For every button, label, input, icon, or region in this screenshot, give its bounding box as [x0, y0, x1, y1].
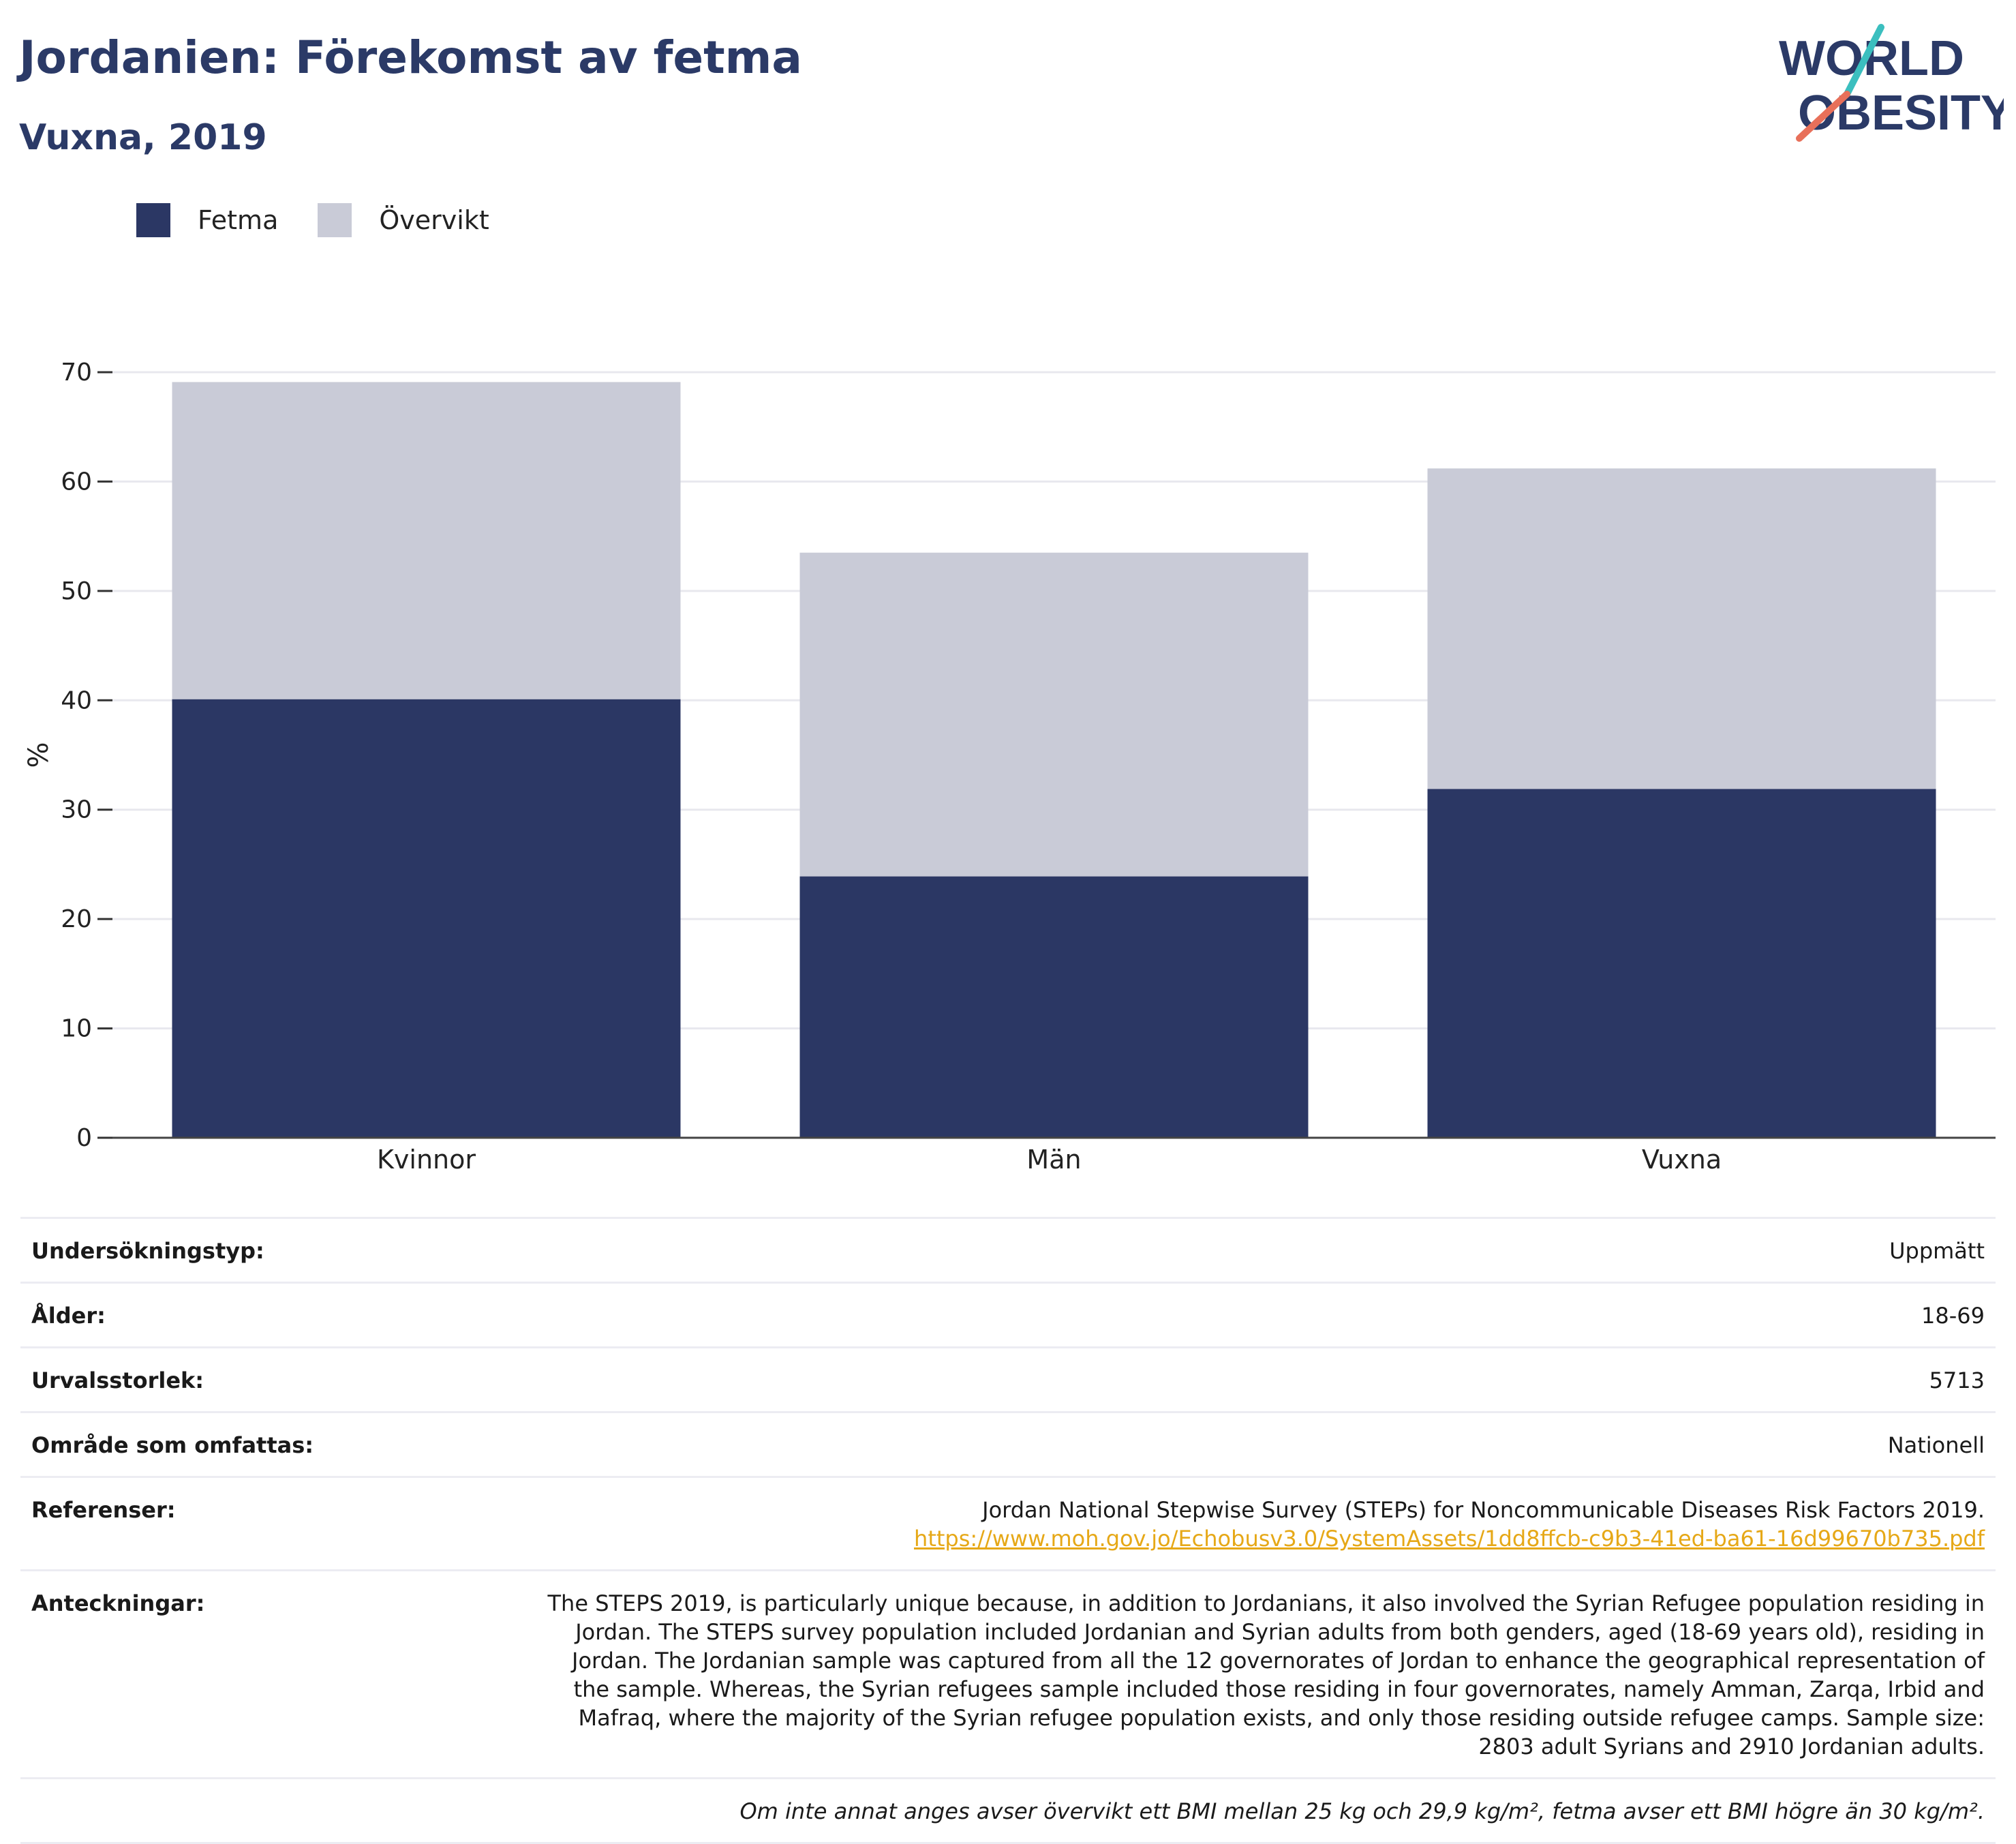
- survey-info-table: Undersökningstyp: Uppmätt Ålder: 18-69 U…: [20, 1217, 1996, 1844]
- y-tick-label: 0: [76, 1124, 92, 1152]
- legend-label-fetma: Fetma: [198, 205, 279, 235]
- page-title: Jordanien: Förekomst av fetma: [19, 31, 802, 84]
- page-subtitle: Vuxna, 2019: [19, 117, 267, 158]
- y-tick-label: 50: [61, 577, 92, 605]
- x-tick-label: Män: [1026, 1145, 1081, 1175]
- legend-item-fetma: Fetma: [136, 203, 278, 237]
- x-tick-label: Kvinnor: [377, 1145, 476, 1175]
- info-row-footnote: Om inte annat anges avser övervikt ett B…: [20, 1779, 1996, 1844]
- area-value: Nationell: [1887, 1432, 1985, 1458]
- area-label: Område som omfattas:: [31, 1432, 314, 1458]
- info-row-notes: Anteckningar: The STEPS 2019, is particu…: [20, 1571, 1996, 1779]
- legend-swatch-fetma: [136, 203, 170, 237]
- chart-legend: Fetma Övervikt: [136, 203, 529, 237]
- svg-text:OBESITY: OBESITY: [1798, 86, 2004, 140]
- info-row-survey-type: Undersökningstyp: Uppmätt: [20, 1219, 1996, 1284]
- survey-type-value: Uppmätt: [1889, 1238, 1985, 1264]
- y-tick-label: 60: [61, 468, 92, 496]
- survey-type-label: Undersökningstyp:: [31, 1238, 264, 1264]
- references-label: Referenser:: [31, 1497, 176, 1523]
- age-value: 18-69: [1921, 1303, 1985, 1329]
- bar-overvikt-1: [799, 552, 1309, 877]
- y-axis-label: %: [23, 742, 55, 768]
- age-label: Ålder:: [31, 1303, 106, 1329]
- legend-label-overvikt: Övervikt: [379, 205, 489, 235]
- notes-value: The STEPS 2019, is particularly unique b…: [547, 1590, 1985, 1759]
- y-tick-label: 20: [61, 905, 92, 933]
- x-tick-label: Vuxna: [1642, 1145, 1722, 1175]
- y-tick-label: 10: [61, 1015, 92, 1043]
- bmi-footnote: Om inte annat anges avser övervikt ett B…: [739, 1798, 1985, 1824]
- bar-overvikt-0: [172, 382, 681, 699]
- references-value: Jordan National Stepwise Survey (STEPs) …: [914, 1496, 1985, 1553]
- bar-chart: 0 10 20 30 40 50 60 70% Kvinnor Män Vuxna: [23, 359, 1996, 1175]
- y-tick-label: 30: [61, 796, 92, 824]
- sample-size-label: Urvalsstorlek:: [31, 1367, 204, 1393]
- sample-size-value: 5713: [1929, 1367, 1985, 1393]
- bar-fetma-1: [799, 876, 1309, 1138]
- info-row-sample-size: Urvalsstorlek: 5713: [20, 1348, 1996, 1413]
- reference-text: Jordan National Stepwise Survey (STEPs) …: [982, 1497, 1985, 1523]
- y-tick-label: 70: [61, 359, 92, 387]
- bar-fetma-2: [1427, 789, 1936, 1138]
- notes-label: Anteckningar:: [31, 1590, 205, 1616]
- world-obesity-logo: WORLD OBESITY: [1779, 24, 2004, 142]
- legend-item-overvikt: Övervikt: [318, 203, 489, 237]
- bar-fetma-0: [172, 699, 681, 1138]
- info-row-references: Referenser: Jordan National Stepwise Sur…: [20, 1478, 1996, 1571]
- bar-overvikt-2: [1427, 468, 1936, 789]
- reference-link[interactable]: https://www.moh.gov.jo/Echobusv3.0/Syste…: [914, 1526, 1985, 1552]
- info-row-age: Ålder: 18-69: [20, 1284, 1996, 1348]
- info-row-area: Område som omfattas: Nationell: [20, 1413, 1996, 1478]
- legend-swatch-overvikt: [318, 203, 352, 237]
- y-tick-label: 40: [61, 686, 92, 714]
